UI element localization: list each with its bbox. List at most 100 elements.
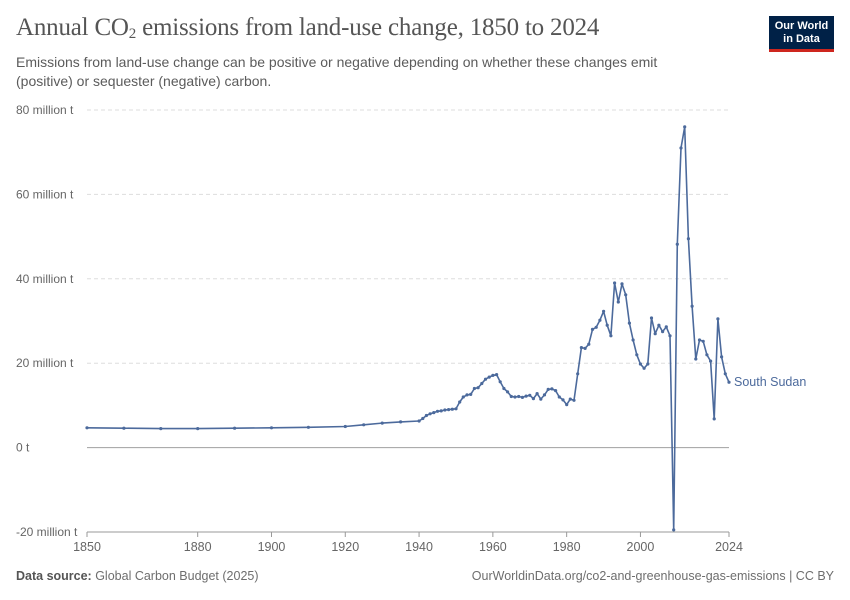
title-main: Annual CO <box>16 14 129 41</box>
data-source: Data source: Global Carbon Budget (2025) <box>16 569 259 583</box>
title-rest: emissions from land-use change, 1850 to … <box>136 14 600 41</box>
data-source-label: Data source: <box>16 569 92 583</box>
data-point <box>476 386 480 390</box>
data-point <box>458 400 462 404</box>
data-point <box>535 392 539 396</box>
source-link[interactable]: OurWorldinData.org/co2-and-greenhouse-ga… <box>471 569 834 583</box>
data-point <box>679 146 683 150</box>
axis-layer: -20 million t 0 t 20 million t 40 million t… <box>16 103 743 554</box>
data-point <box>487 375 491 379</box>
data-point <box>572 398 576 402</box>
data-point <box>465 393 469 397</box>
logo-line-2: in Data <box>783 33 820 45</box>
data-point <box>620 282 624 286</box>
data-point <box>697 338 702 342</box>
data-point <box>668 334 672 338</box>
data-point <box>576 372 580 376</box>
x-tick-label: 1850 <box>73 540 101 554</box>
y-tick-label: 60 million t <box>16 187 74 201</box>
data-point <box>343 424 347 429</box>
data-point <box>447 408 451 412</box>
y-tick-label: 0 t <box>16 441 30 455</box>
x-tick-label: 1960 <box>479 540 507 554</box>
data-point <box>454 407 458 411</box>
data-point <box>631 338 635 342</box>
data-point <box>716 317 720 321</box>
data-point <box>653 332 657 336</box>
data-point <box>635 353 639 357</box>
data-point <box>657 323 661 327</box>
data-point <box>587 342 591 346</box>
data-point <box>701 339 705 343</box>
data-point <box>495 373 499 377</box>
data-point <box>233 426 237 430</box>
line-chart: -20 million t 0 t 20 million t 40 million t… <box>16 103 806 554</box>
data-point <box>602 309 606 313</box>
x-tick-label: 1940 <box>405 540 433 554</box>
data-point <box>720 355 724 359</box>
data-point <box>513 395 517 399</box>
data-point <box>557 395 561 399</box>
x-tick-label: 1920 <box>331 540 359 554</box>
logo-line-1: Our World <box>774 20 829 32</box>
data-point <box>568 397 572 401</box>
data-point <box>428 412 432 416</box>
data-point <box>605 323 609 327</box>
data-source-text: Global Carbon Budget (2025) <box>91 569 259 583</box>
x-tick-label: 1900 <box>258 540 286 554</box>
data-point <box>469 392 473 396</box>
data-point <box>542 393 547 397</box>
data-point <box>686 237 691 241</box>
data-point <box>498 380 502 384</box>
data-point <box>524 394 528 398</box>
data-point <box>705 353 709 357</box>
data-point <box>432 411 436 415</box>
data-point <box>159 427 163 431</box>
data-point <box>443 408 447 412</box>
series-layer: South Sudan <box>85 125 806 532</box>
chart-title: Annual CO2 emissions from land-use chang… <box>16 14 599 43</box>
data-point <box>712 417 716 421</box>
data-point <box>638 362 643 366</box>
data-point <box>306 425 310 429</box>
data-point <box>85 426 89 430</box>
data-point <box>594 325 598 329</box>
y-tick-label: 40 million t <box>16 272 74 286</box>
data-point <box>694 357 698 361</box>
data-point <box>727 380 731 384</box>
data-point <box>491 373 495 377</box>
title-subscript: 2 <box>128 26 137 42</box>
data-point <box>439 409 443 413</box>
y-tick-label: -20 million t <box>16 525 78 539</box>
data-point <box>483 377 488 381</box>
x-tick-label: 1880 <box>184 540 212 554</box>
data-point <box>421 416 425 421</box>
series-line <box>86 126 730 531</box>
data-point <box>598 318 602 322</box>
grid-layer <box>87 109 729 533</box>
data-point <box>675 242 679 246</box>
data-point <box>690 304 694 308</box>
data-point <box>424 413 428 418</box>
data-point <box>565 403 569 407</box>
data-point <box>528 393 532 397</box>
series-label: South Sudan <box>734 375 806 389</box>
data-point <box>506 390 510 394</box>
data-point <box>435 409 440 413</box>
data-point <box>399 420 403 424</box>
data-point <box>517 394 521 399</box>
data-point <box>362 423 366 427</box>
data-point <box>509 394 513 399</box>
data-point <box>520 395 525 399</box>
data-point <box>550 387 554 391</box>
data-point <box>672 528 676 532</box>
data-point <box>613 281 617 285</box>
chart-subtitle: Emissions from land-use change can be po… <box>16 54 658 89</box>
data-point <box>450 407 454 411</box>
data-point <box>480 381 484 386</box>
data-point <box>583 346 587 350</box>
y-tick-label: 20 million t <box>16 356 74 370</box>
owid-logo[interactable]: Our World in Data <box>769 16 834 52</box>
data-point <box>472 386 476 391</box>
data-point <box>502 386 506 391</box>
